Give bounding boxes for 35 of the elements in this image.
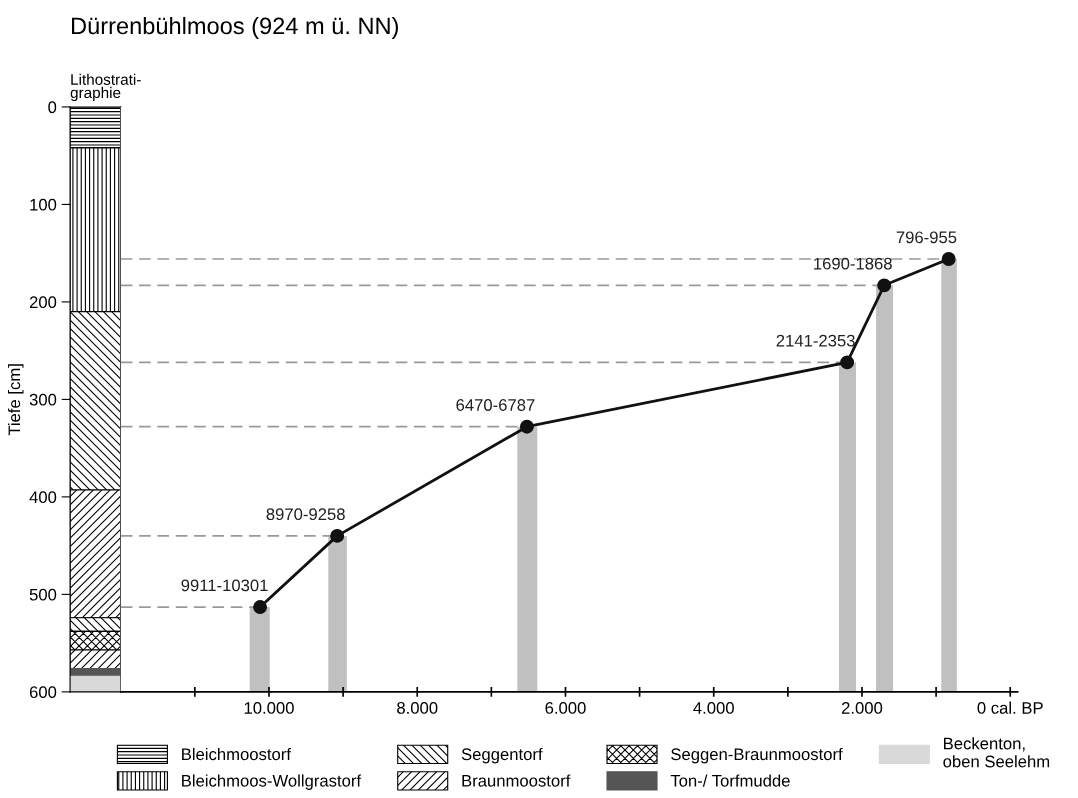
y-tick-label: 100 [30,198,57,211]
x-tick-label: 0 cal. BP [977,701,1043,714]
annotation: 6470-6787 [456,399,535,411]
legend-label: Bleichmoos-Wollgrastorf [182,774,362,790]
y-tick-label: 500 [29,588,57,601]
x-tick-label: 2.000 [841,702,883,714]
y-tick-label: 0 [48,101,57,114]
y-tick-label: 400 [29,491,57,504]
point [253,600,268,614]
y-axis-title: Tiefe [cm] [7,364,24,436]
point [941,252,956,266]
y-tick-label: 200 [29,296,57,309]
point [840,355,855,370]
text: Dürrenbühlmoos (924 m ü. NN) [72,16,398,39]
legend-label: Braunmoostorf [462,774,571,787]
legend-label: Bleichmoostorf [182,747,291,761]
annotation: 2141-2353 [776,334,855,347]
x-tick-label: 6.000 [545,702,586,714]
point [519,419,534,434]
x-tick-label: 4.000 [693,702,734,714]
y-tick-label: 300 [29,393,57,406]
point [330,528,345,543]
chart-subtitle: Lithostrati- graphie [70,73,141,102]
x-tick-label: 8.000 [397,702,438,714]
legend-label: Beckenton, oben Seelehm [943,737,1050,768]
y-tick-label: 600 [29,686,57,699]
annotation: 796-955 [896,231,957,244]
x-tick-label: 10.000 [244,702,294,714]
annotation: 1690-1868 [814,257,892,270]
point [877,278,892,293]
annotation: 8970-9258 [266,508,345,521]
annotation: 9911-10301 [181,579,268,592]
legend-label: Seggentorf [461,747,543,764]
legend-label: Ton-/ Torfmudde [670,774,790,787]
legend-label: Seggen-Braunmoostorf [671,747,843,764]
